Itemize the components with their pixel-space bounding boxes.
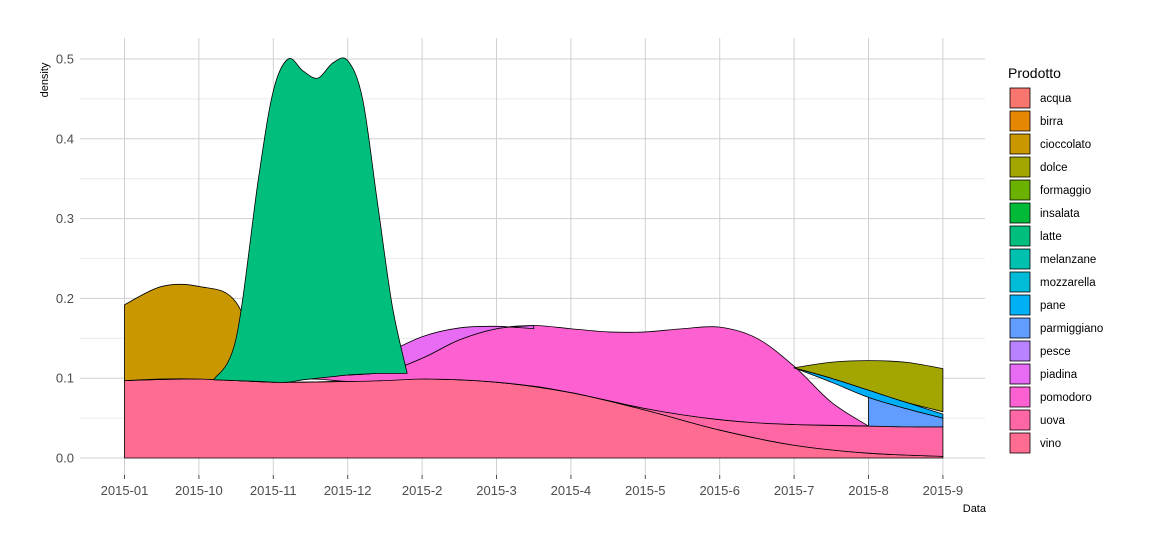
x-tick-label: 2015-4 bbox=[551, 483, 591, 498]
legend-label-latte: latte bbox=[1040, 231, 1062, 243]
legend-label-melanzane: melanzane bbox=[1040, 254, 1096, 266]
x-tick-label: 2015-9 bbox=[923, 483, 963, 498]
x-tick-label: 2015-7 bbox=[774, 483, 814, 498]
legend-key-mozzarella bbox=[1009, 271, 1031, 293]
legend-key-insalata bbox=[1009, 202, 1031, 224]
y-tick-label: 0.1 bbox=[56, 371, 74, 386]
legend-label-vino: vino bbox=[1040, 438, 1061, 450]
y-tick-label: 0.3 bbox=[56, 211, 74, 226]
legend-key-pomodoro bbox=[1009, 386, 1031, 408]
x-tick-label: 2015-11 bbox=[250, 483, 297, 498]
x-tick-label: 2015-5 bbox=[625, 483, 665, 498]
legend-key-pesce bbox=[1009, 340, 1031, 362]
legend-label-mozzarella: mozzarella bbox=[1040, 277, 1096, 289]
x-tick-label: 2015-8 bbox=[848, 483, 888, 498]
legend-key-birra bbox=[1009, 110, 1031, 132]
x-tick-label: 2015-01 bbox=[101, 483, 149, 498]
legend-key-uova bbox=[1009, 409, 1031, 431]
legend-label-pesce: pesce bbox=[1040, 346, 1071, 358]
y-axis: 0.0 0.1 0.2 0.3 0.4 0.5 bbox=[56, 52, 74, 466]
legend-key-latte bbox=[1009, 225, 1031, 247]
legend-key-melanzane bbox=[1009, 248, 1031, 270]
x-axis: 2015-01 2015-10 2015-11 2015-12 2015-2 2015-3… bbox=[101, 475, 963, 498]
y-tick-label: 0.0 bbox=[56, 451, 74, 466]
area-dolce bbox=[793, 360, 944, 413]
legend-label-pane: pane bbox=[1040, 300, 1066, 312]
x-tick-label: 2015-12 bbox=[324, 483, 372, 498]
legend-label-formaggio: formaggio bbox=[1040, 185, 1091, 197]
legend-key-vino bbox=[1009, 432, 1031, 454]
legend-key-pane bbox=[1009, 294, 1031, 316]
x-tick-label: 2015-2 bbox=[402, 483, 442, 498]
legend-key-formaggio bbox=[1009, 179, 1031, 201]
series-areas bbox=[124, 57, 944, 459]
legend-key-dolce bbox=[1009, 156, 1031, 178]
x-tick-label: 2015-10 bbox=[175, 483, 223, 498]
legend: Prodotto acqua birra cioccolato dolce formag… bbox=[1008, 65, 1103, 454]
legend-label-dolce: dolce bbox=[1040, 162, 1068, 174]
legend-label-parmiggiano: parmiggiano bbox=[1040, 323, 1103, 335]
y-tick-label: 0.5 bbox=[56, 52, 74, 67]
legend-key-parmiggiano bbox=[1009, 317, 1031, 339]
legend-title: Prodotto bbox=[1008, 65, 1061, 81]
y-axis-title: density bbox=[39, 62, 51, 97]
legend-key-cioccolato bbox=[1009, 133, 1031, 155]
x-axis-title: Data bbox=[963, 503, 987, 515]
legend-label-acqua: acqua bbox=[1040, 93, 1072, 105]
legend-label-insalata: insalata bbox=[1040, 208, 1080, 220]
legend-key-acqua bbox=[1009, 87, 1031, 109]
legend-label-uova: uova bbox=[1040, 415, 1066, 427]
x-tick-label: 2015-3 bbox=[476, 483, 516, 498]
legend-label-birra: birra bbox=[1040, 116, 1064, 128]
legend-key-piadina bbox=[1009, 363, 1031, 385]
y-tick-label: 0.4 bbox=[56, 131, 74, 146]
y-tick-label: 0.2 bbox=[56, 291, 74, 306]
legend-label-pomodoro: pomodoro bbox=[1040, 392, 1092, 404]
area-latte bbox=[213, 57, 408, 383]
legend-label-piadina: piadina bbox=[1040, 369, 1078, 381]
legend-label-cioccolato: cioccolato bbox=[1040, 139, 1091, 151]
x-tick-label: 2015-6 bbox=[699, 483, 739, 498]
